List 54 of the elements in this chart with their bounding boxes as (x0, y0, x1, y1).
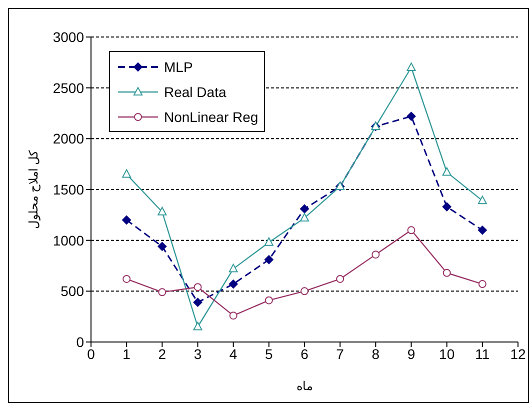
point (193, 322, 202, 330)
x-tick-label: 12 (510, 346, 526, 362)
y-tick-label: 3000 (52, 28, 84, 45)
x-tick-label: 8 (372, 346, 380, 362)
point (442, 268, 451, 277)
point (264, 296, 273, 304)
y-tick-label: 2500 (52, 80, 84, 96)
point (228, 280, 238, 289)
y-tick-label: 0 (76, 334, 84, 350)
point (407, 226, 416, 234)
point (300, 204, 309, 214)
legend-label: MLP (164, 58, 193, 74)
point (122, 274, 131, 283)
point (300, 287, 308, 296)
point (300, 212, 309, 222)
point (406, 62, 416, 71)
point (158, 206, 167, 216)
point (158, 288, 166, 296)
legend-label: NonLinear Reg (164, 108, 258, 124)
x-tick-label: 1 (122, 346, 131, 362)
point (228, 264, 238, 272)
point (193, 298, 202, 307)
point (122, 169, 132, 178)
y-tick-label: 2000 (52, 130, 84, 147)
x-tick-label: 7 (336, 346, 344, 362)
x-tick-label: 9 (407, 346, 416, 362)
point (336, 274, 344, 283)
x-tick-label: 2 (158, 346, 166, 362)
y-tick-label: 1500 (52, 181, 84, 198)
y-tick-label: 500 (60, 283, 84, 300)
point (442, 202, 452, 212)
point (406, 112, 416, 121)
point (264, 237, 274, 246)
y-axis-title: کل املاح محلول (26, 150, 40, 229)
x-axis-title: ماه (296, 379, 312, 393)
x-tick-label: 10 (439, 346, 455, 362)
point (122, 216, 132, 224)
y-tick-label: 1000 (52, 232, 84, 248)
point (194, 283, 202, 292)
point (158, 242, 167, 251)
point (372, 250, 380, 259)
point (478, 226, 487, 235)
legend-label: Real Data (164, 84, 226, 100)
x-tick-label: 6 (300, 346, 309, 362)
x-tick-label: 0 (87, 346, 96, 362)
point (478, 196, 487, 204)
x-tick-label: 4 (229, 346, 238, 362)
point (442, 167, 452, 176)
point (478, 280, 486, 288)
point (264, 255, 274, 264)
x-tick-label: 5 (265, 346, 274, 362)
point (229, 312, 238, 320)
x-tick-label: 11 (475, 346, 490, 362)
x-tick-label: 3 (194, 346, 202, 362)
